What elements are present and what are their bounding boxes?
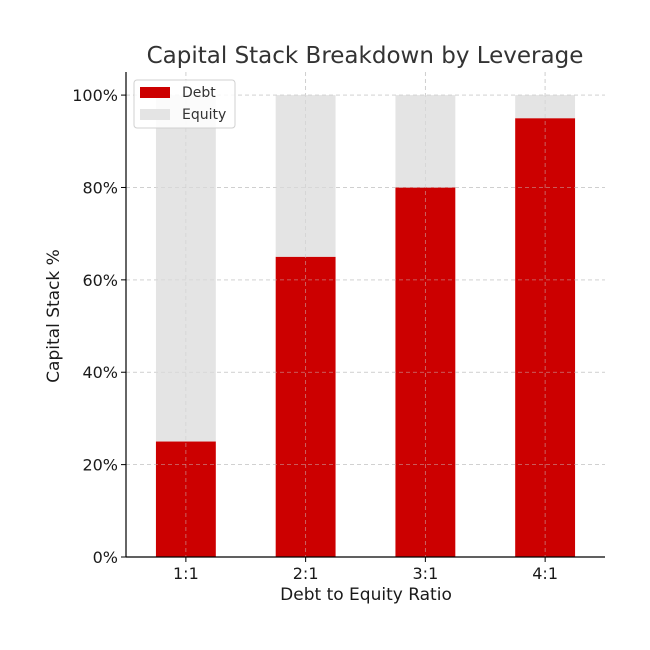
y-tick-label: 100%	[72, 86, 118, 105]
x-tick-label: 4:1	[532, 564, 558, 583]
bars	[126, 72, 605, 557]
legend: Debt Equity	[133, 79, 236, 129]
legend-swatch-equity	[140, 109, 170, 120]
bar-equity-4-1	[515, 95, 576, 119]
y-tick-label: 80%	[82, 178, 118, 197]
y-axis-label: Capital Stack %	[44, 249, 64, 383]
axes	[125, 72, 605, 558]
x-tick-label: 2:1	[293, 564, 319, 583]
chart-title: Capital Stack Breakdown by Leverage	[147, 43, 584, 69]
bar-debt-2-1	[275, 256, 336, 557]
bar-equity-2-1	[275, 95, 336, 257]
x-axis-label: Debt to Equity Ratio	[280, 585, 452, 605]
y-tick-label: 20%	[82, 456, 118, 475]
y-tick-label: 60%	[82, 271, 118, 290]
x-tick-label: 1:1	[173, 564, 199, 583]
tick-labels: 0% 20% 40% 60% 80% 100% 1:1 2:1 3:1 4:1	[72, 86, 558, 583]
legend-label-equity: Equity	[182, 107, 226, 123]
legend-swatch-debt	[140, 87, 170, 98]
y-tick-label: 40%	[82, 363, 118, 382]
legend-label-debt: Debt	[182, 85, 216, 101]
x-tick-label: 3:1	[413, 564, 439, 583]
y-tick-label: 0%	[93, 548, 118, 567]
